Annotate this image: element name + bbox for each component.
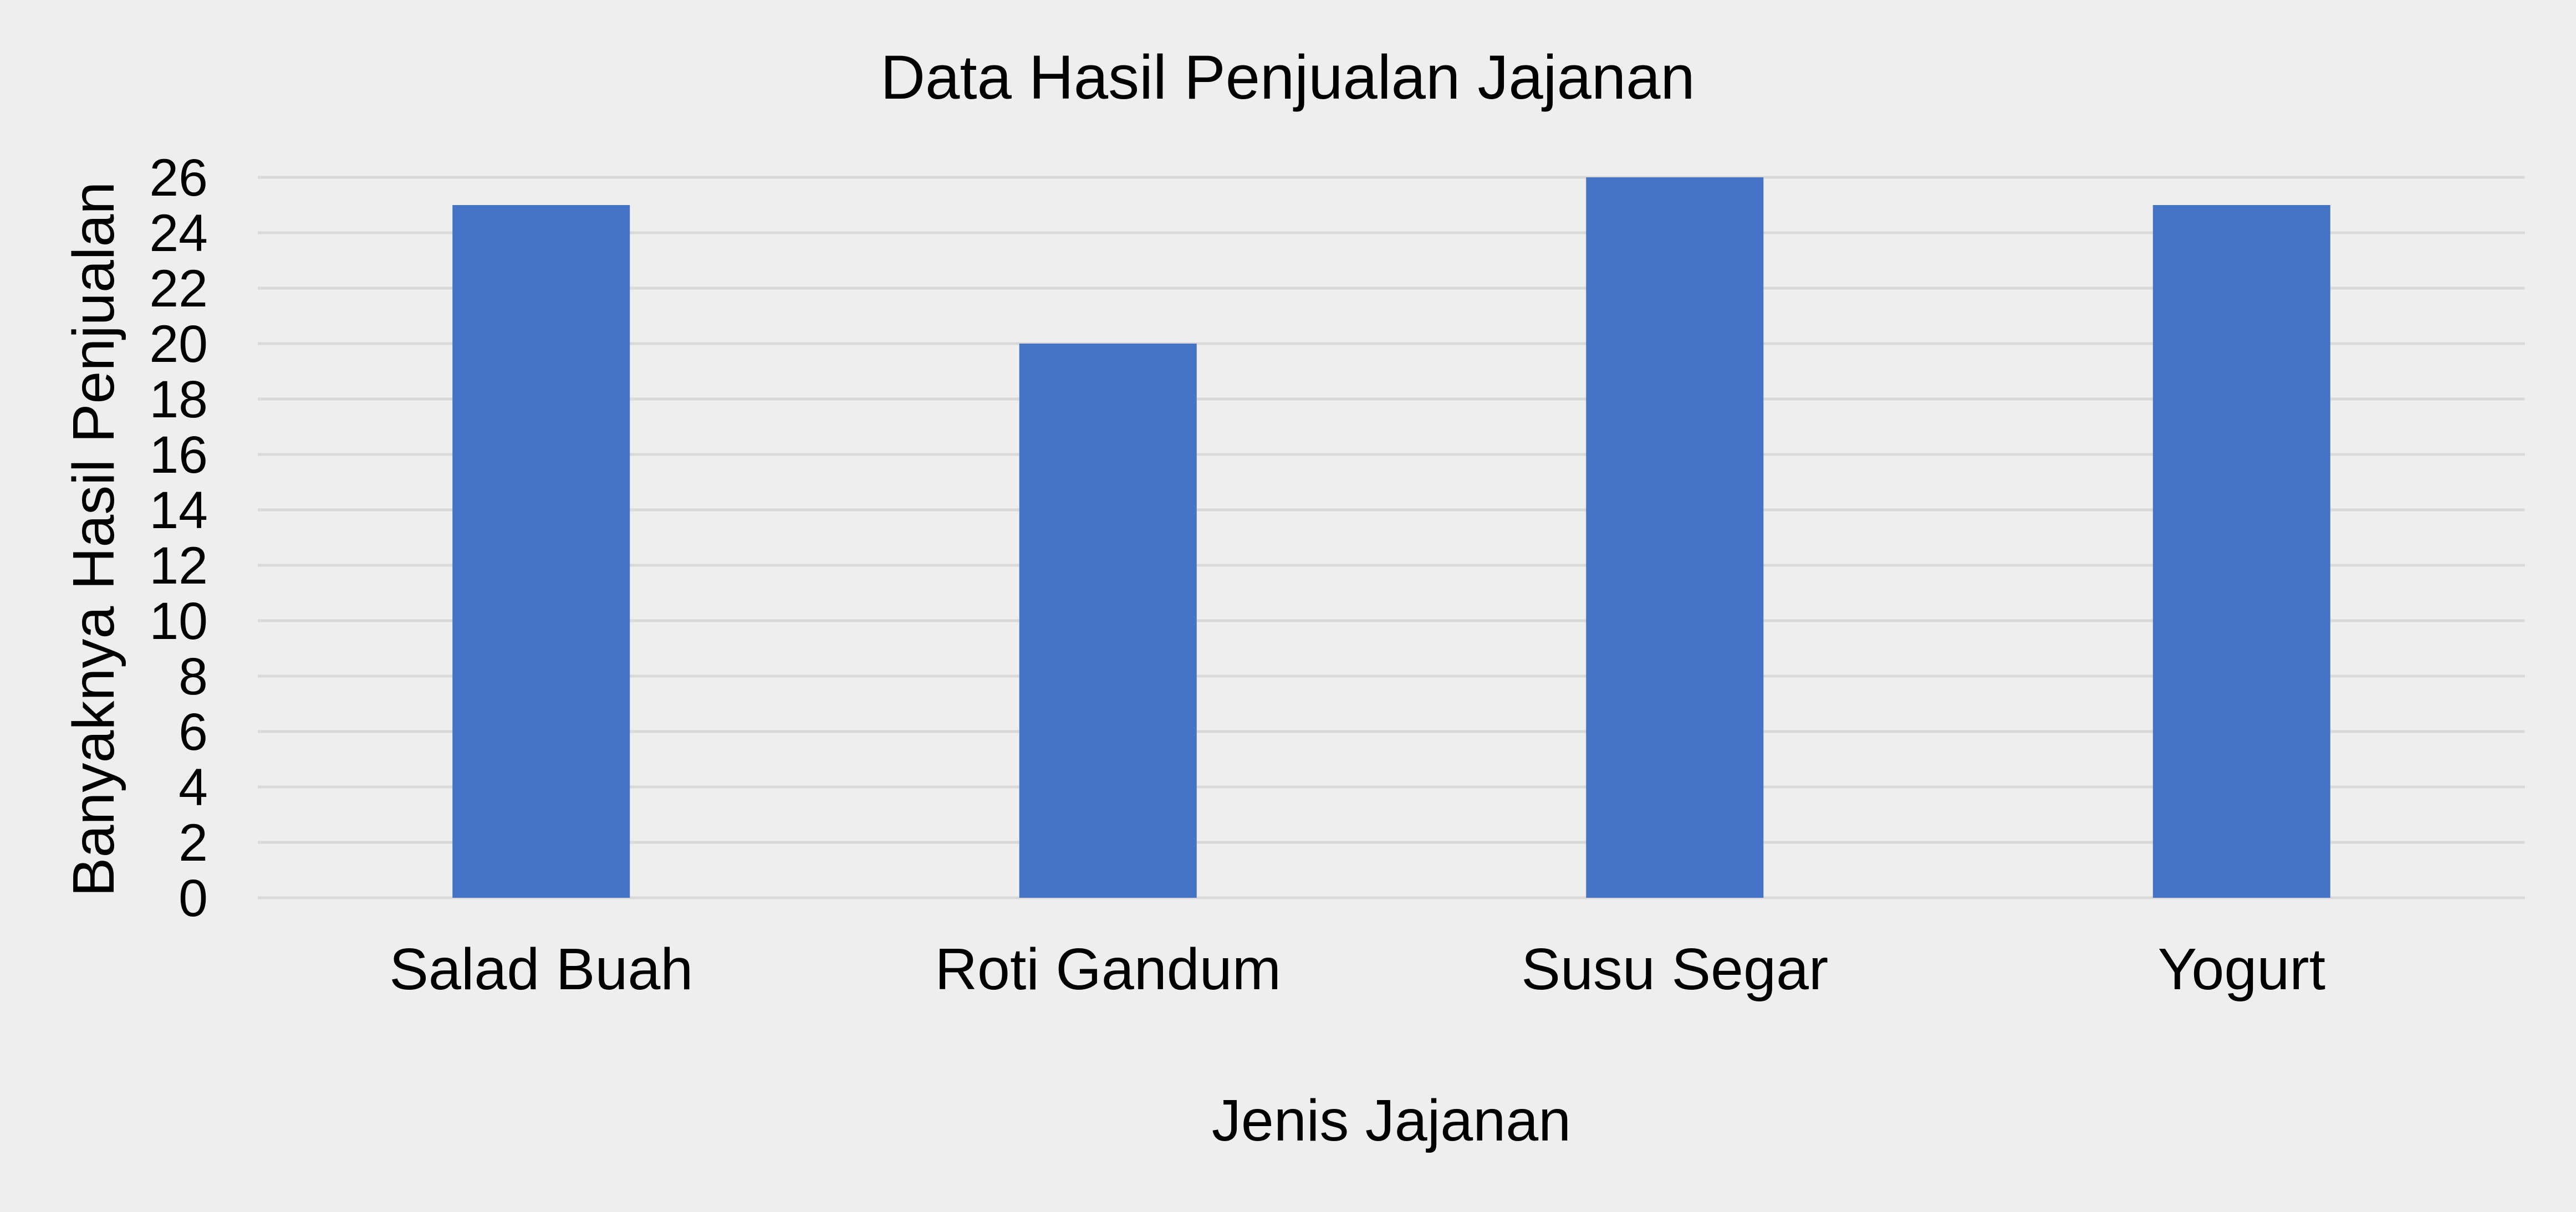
x-category-label: Susu Segar	[1521, 937, 1828, 1002]
y-tick-label: 8	[178, 647, 208, 706]
y-axis-title: Banyaknya Hasil Penjualan	[61, 182, 126, 897]
gridlines	[258, 176, 2525, 899]
bars	[452, 177, 2330, 898]
y-tick-label: 4	[178, 758, 208, 817]
y-tick-label: 20	[149, 315, 208, 374]
y-tick-label: 0	[178, 869, 208, 928]
x-axis-title: Jenis Jajanan	[1212, 1088, 1571, 1153]
y-tick-label: 16	[149, 426, 208, 484]
bar-roti-gandum	[1019, 344, 1197, 898]
x-category-label: Roti Gandum	[935, 937, 1281, 1002]
y-tick-label: 10	[149, 592, 208, 651]
x-category-label: Salad Buah	[389, 937, 693, 1002]
bar-salad-buah	[452, 205, 630, 898]
x-axis-categories: Salad Buah Roti Gandum Susu Segar Yogurt	[389, 937, 2325, 1002]
y-tick-label: 2	[178, 814, 208, 872]
y-tick-label: 24	[149, 204, 208, 263]
y-tick-label: 26	[149, 149, 208, 207]
y-tick-label: 6	[178, 703, 208, 761]
y-tick-label: 12	[149, 536, 208, 595]
y-tick-label: 14	[149, 481, 208, 540]
chart-title: Data Hasil Penjualan Jajanan	[880, 43, 1695, 112]
bar-yogurt	[2152, 205, 2330, 898]
bar-susu-segar	[1586, 177, 1764, 898]
y-tick-label: 18	[149, 370, 208, 429]
x-category-label: Yogurt	[2157, 937, 2325, 1002]
y-tick-label: 22	[149, 259, 208, 318]
